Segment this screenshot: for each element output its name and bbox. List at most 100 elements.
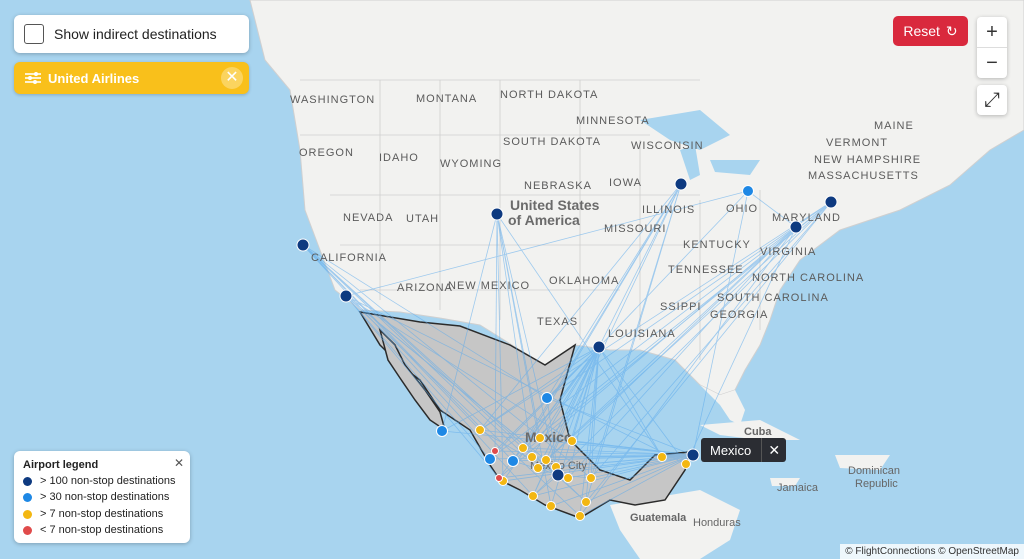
airport-legend: Airport legend ✕ > 100 non-stop destinat… xyxy=(14,451,190,543)
svg-text:SSIPPI: SSIPPI xyxy=(660,301,701,313)
route-line xyxy=(590,454,694,479)
svg-text:MASSACHUSETTS: MASSACHUSETTS xyxy=(808,170,919,182)
svg-text:TEXAS: TEXAS xyxy=(537,316,578,328)
mexico-region[interactable] xyxy=(358,310,692,519)
airport-marker-medium[interactable] xyxy=(742,185,754,197)
svg-text:Dominican: Dominican xyxy=(848,465,900,477)
airport-marker-hub[interactable] xyxy=(490,207,504,221)
svg-text:IDAHO: IDAHO xyxy=(379,152,419,164)
svg-text:WASHINGTON: WASHINGTON xyxy=(290,94,375,106)
route-line xyxy=(747,190,797,228)
state-labels: WASHINGTON MONTANA NORTH DAKOTA MINNESOT… xyxy=(290,89,921,340)
zoom-out-button[interactable]: − xyxy=(977,47,1007,78)
airport-marker-small[interactable] xyxy=(581,497,591,507)
airport-marker-small[interactable] xyxy=(541,455,551,465)
airport-marker-hub[interactable] xyxy=(592,340,606,354)
tooltip-label: Mexico xyxy=(710,442,752,458)
route-line xyxy=(546,183,682,399)
route-line xyxy=(441,213,498,432)
svg-text:SOUTH CAROLINA: SOUTH CAROLINA xyxy=(717,292,829,304)
svg-text:Cuba: Cuba xyxy=(744,426,772,438)
route-line xyxy=(546,397,694,456)
route-line xyxy=(345,295,687,465)
svg-text:WISCONSIN: WISCONSIN xyxy=(631,140,704,152)
airport-marker-small[interactable] xyxy=(567,436,577,446)
svg-text:CALIFORNIA: CALIFORNIA xyxy=(311,252,387,264)
airport-marker-small[interactable] xyxy=(681,459,691,469)
map-attribution: © FlightConnections © OpenStreetMap xyxy=(840,544,1024,559)
filter-sliders-icon xyxy=(25,72,41,84)
route-line xyxy=(579,454,694,517)
route-line xyxy=(571,226,797,442)
checkbox[interactable] xyxy=(24,24,44,44)
indirect-destinations-toggle[interactable]: Show indirect destinations xyxy=(14,15,249,53)
airport-marker-medium[interactable] xyxy=(541,392,553,404)
svg-text:NORTH CAROLINA: NORTH CAROLINA xyxy=(752,272,864,284)
route-line xyxy=(598,190,749,348)
airport-marker-hub[interactable] xyxy=(824,195,838,209)
route-line xyxy=(345,295,491,460)
legend-item: > 100 non-stop destinations xyxy=(23,475,175,487)
airport-marker-medium[interactable] xyxy=(484,453,496,465)
airport-marker-tiny[interactable] xyxy=(495,474,503,482)
airport-marker-medium[interactable] xyxy=(436,425,448,437)
airport-marker-tiny[interactable] xyxy=(491,447,499,455)
route-line xyxy=(685,226,797,465)
airport-marker-small[interactable] xyxy=(475,425,485,435)
svg-text:MINNESOTA: MINNESOTA xyxy=(576,115,650,127)
legend-item: > 7 non-stop destinations xyxy=(23,508,163,520)
airport-marker-small[interactable] xyxy=(527,452,537,462)
svg-text:TENNESSEE: TENNESSEE xyxy=(668,264,744,276)
legend-item: > 30 non-stop destinations xyxy=(23,491,169,503)
legend-dot xyxy=(23,476,32,486)
route-line xyxy=(479,201,832,431)
svg-text:NEW HAMPSHIRE: NEW HAMPSHIRE xyxy=(814,154,921,166)
airport-marker-hub[interactable] xyxy=(339,289,353,303)
airport-marker-small[interactable] xyxy=(535,433,545,443)
svg-text:NORTH DAKOTA: NORTH DAKOTA xyxy=(500,89,598,101)
airport-marker-hub[interactable] xyxy=(674,177,688,191)
airport-marker-medium[interactable] xyxy=(507,455,519,467)
close-icon[interactable]: ✕ xyxy=(173,456,184,470)
zoom-in-button[interactable]: + xyxy=(986,21,998,43)
airport-marker-small[interactable] xyxy=(546,501,556,511)
route-line xyxy=(479,346,600,431)
route-line xyxy=(302,244,514,462)
svg-text:NEBRASKA: NEBRASKA xyxy=(524,180,592,192)
country-labels: United States of America Mexico Cuba Gua… xyxy=(508,197,900,529)
svg-text:UTAH: UTAH xyxy=(406,213,439,225)
svg-text:WYOMING: WYOMING xyxy=(440,158,502,170)
route-line xyxy=(585,454,694,503)
svg-text:United States: United States xyxy=(510,197,600,213)
route-line xyxy=(539,346,600,439)
airport-marker-small[interactable] xyxy=(586,473,596,483)
fullscreen-icon[interactable]: ⤢ xyxy=(984,89,1000,111)
route-line xyxy=(555,346,600,468)
route-line xyxy=(441,346,600,432)
route-line xyxy=(522,201,832,449)
airport-marker-hub[interactable] xyxy=(296,238,310,252)
close-icon[interactable]: ✕ xyxy=(761,438,786,462)
legend-dot xyxy=(23,509,32,519)
airport-marker-small[interactable] xyxy=(528,491,538,501)
svg-text:of America: of America xyxy=(508,212,580,228)
svg-text:NEVADA: NEVADA xyxy=(343,212,393,224)
airport-marker-hub[interactable] xyxy=(551,468,565,482)
airline-filter-chip[interactable]: United Airlines ✕ xyxy=(14,62,249,94)
airport-marker-small[interactable] xyxy=(533,463,543,473)
airport-marker-small[interactable] xyxy=(575,511,585,521)
reset-button[interactable]: Reset ↻ xyxy=(893,16,968,46)
svg-text:MAINE: MAINE xyxy=(874,120,914,132)
legend-item: < 7 non-stop destinations xyxy=(23,524,163,536)
route-line xyxy=(345,190,749,297)
close-icon[interactable]: ✕ xyxy=(221,67,243,89)
airport-marker-hub[interactable] xyxy=(789,220,803,234)
airport-marker-hub[interactable] xyxy=(686,448,700,462)
zoom-controls: + − xyxy=(977,17,1007,78)
airport-marker-small[interactable] xyxy=(563,473,573,483)
svg-text:Republic: Republic xyxy=(855,478,898,490)
airport-marker-small[interactable] xyxy=(518,443,528,453)
route-line xyxy=(537,201,832,469)
airport-marker-small[interactable] xyxy=(657,452,667,462)
svg-text:MARYLAND: MARYLAND xyxy=(772,212,841,224)
